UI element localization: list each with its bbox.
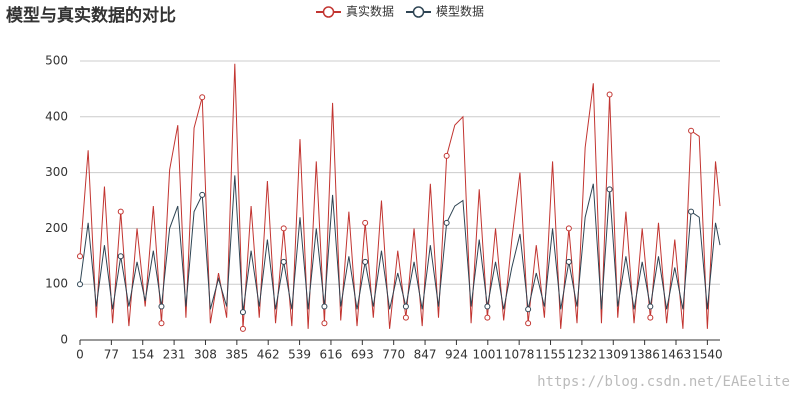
x-tick-label: 770 [382, 348, 405, 362]
y-tick-label: 300 [45, 165, 68, 179]
x-tick-label: 1232 [567, 348, 598, 362]
x-tick-label: 1386 [629, 348, 660, 362]
point [158, 303, 165, 310]
point [117, 208, 124, 215]
point [77, 281, 83, 288]
y-tick-label: 0 [60, 333, 68, 347]
point [606, 91, 613, 98]
y-tick-label: 500 [45, 54, 68, 68]
x-tick-label: 77 [104, 348, 119, 362]
y-tick-label: 400 [45, 109, 68, 123]
x-tick-label: 1078 [504, 348, 535, 362]
x-tick-label: 0 [76, 348, 84, 362]
x-tick-label: 462 [257, 348, 280, 362]
x-tick-label: 924 [445, 348, 468, 362]
point [688, 208, 695, 215]
x-tick-label: 1540 [692, 348, 723, 362]
x-tick-label: 385 [225, 348, 248, 362]
point [239, 309, 246, 316]
x-tick-label: 847 [414, 348, 437, 362]
point [321, 320, 328, 327]
legend-marker [412, 6, 425, 18]
point [484, 303, 491, 310]
legend-label: 模型数据 [436, 4, 484, 19]
point [199, 94, 206, 101]
x-tick-label: 616 [319, 348, 342, 362]
x-tick-label: 1309 [598, 348, 629, 362]
point [280, 225, 287, 232]
point [77, 253, 83, 260]
point [321, 303, 328, 310]
point [647, 314, 654, 321]
x-tick-label: 308 [194, 348, 217, 362]
point [362, 258, 369, 265]
chart-title: 模型与真实数据的对比 [6, 5, 176, 26]
point [362, 219, 369, 226]
point [280, 258, 287, 265]
point [117, 253, 124, 260]
point [443, 219, 450, 226]
x-tick-label: 1463 [661, 348, 692, 362]
x-tick-label: 693 [351, 348, 374, 362]
x-tick-label: 1001 [473, 348, 504, 362]
point [525, 320, 532, 327]
point [647, 303, 654, 310]
x-tick-label: 231 [163, 348, 186, 362]
point [525, 306, 532, 313]
point [565, 258, 572, 265]
point [158, 320, 165, 327]
point [688, 127, 695, 134]
point [484, 314, 491, 321]
point [402, 303, 409, 310]
point [443, 152, 450, 159]
legend-label: 真实数据 [346, 4, 394, 19]
watermark: https://blog.csdn.net/EAEelite [537, 374, 790, 390]
series-line [79, 175, 721, 313]
x-tick-label: 539 [288, 348, 311, 362]
point [402, 314, 409, 321]
x-tick-label: 154 [131, 348, 154, 362]
point [606, 186, 613, 193]
y-tick-label: 200 [45, 221, 68, 235]
x-tick-label: 1155 [535, 348, 566, 362]
point [199, 191, 206, 198]
y-tick-label: 100 [45, 277, 68, 291]
point [565, 225, 572, 232]
point [239, 325, 246, 332]
legend-marker [322, 6, 335, 18]
series-line [79, 63, 721, 329]
